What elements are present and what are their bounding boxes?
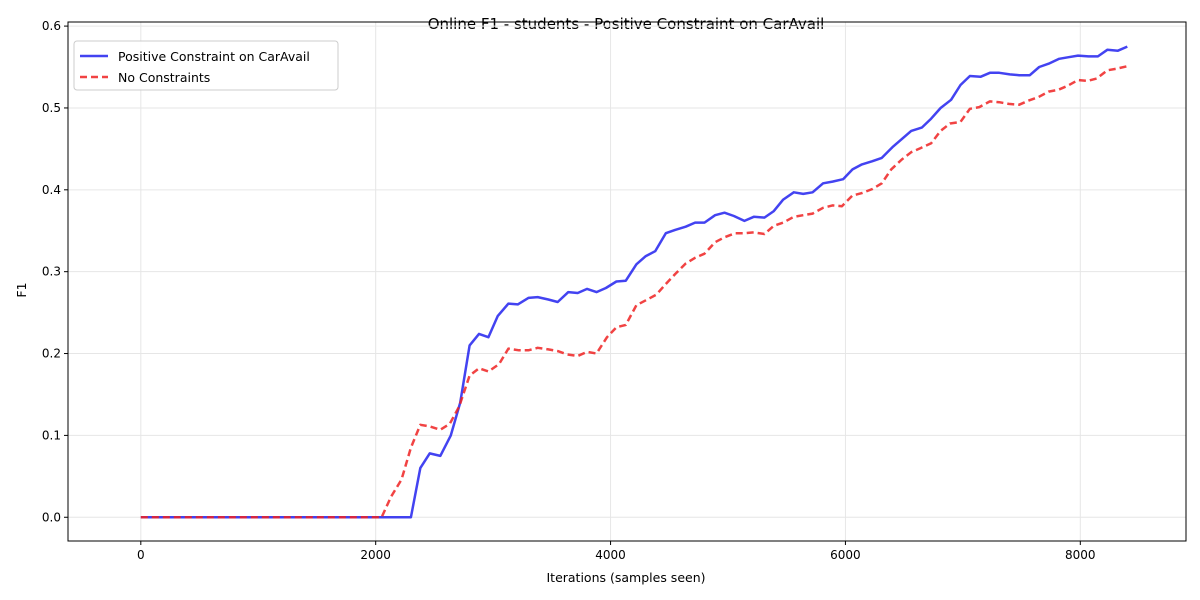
- plot-series: [140, 45, 1128, 519]
- x-tick-label: 4000: [595, 548, 626, 562]
- y-tick-label: 0.0: [42, 510, 61, 524]
- series-line-1: [140, 64, 1128, 519]
- x-axis-label: Iterations (samples seen): [546, 570, 705, 585]
- y-axis-label: F1: [14, 282, 29, 297]
- y-tick-label: 0.6: [42, 19, 61, 33]
- y-tick-label: 0.1: [42, 428, 61, 442]
- legend-box: [73, 40, 339, 91]
- legend-label-positive-constraint: Positive Constraint on CarAvail: [118, 49, 310, 64]
- legend-label-no-constraints: No Constraints: [118, 70, 210, 85]
- y-tick-label: 0.2: [42, 347, 61, 361]
- x-tick-label: 0: [137, 548, 145, 562]
- series-line-0: [140, 45, 1128, 519]
- x-tick-label: 2000: [360, 548, 391, 562]
- grid: [68, 22, 1186, 541]
- axis-ticks: 0 2000 4000 6000 8000 0.0 0.1 0.2 0.3 0.4 0.5 0.6: [42, 19, 1096, 562]
- chart-title: Online F1 - students - Positive Constrai…: [428, 15, 825, 33]
- y-tick-label: 0.5: [42, 101, 61, 115]
- legend: Positive Constraint on CarAvail No Const…: [73, 40, 339, 91]
- x-tick-label: 6000: [830, 548, 861, 562]
- y-tick-label: 0.4: [42, 183, 61, 197]
- x-tick-label: 8000: [1065, 548, 1096, 562]
- plot-frame: [67, 21, 1187, 542]
- y-tick-label: 0.3: [42, 265, 61, 279]
